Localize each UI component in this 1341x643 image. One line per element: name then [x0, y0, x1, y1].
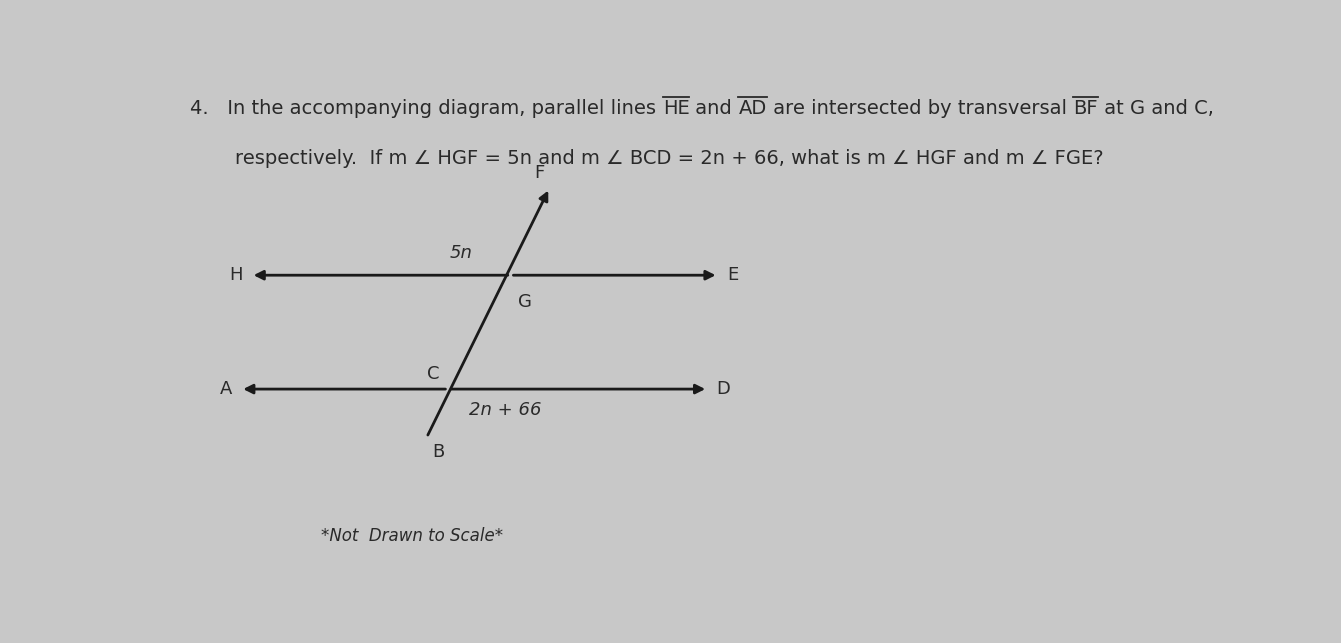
Text: A: A	[220, 380, 232, 398]
Text: B: B	[432, 444, 444, 462]
Text: E: E	[727, 266, 738, 284]
Text: respectively.  If m ∠ HGF = 5n and m ∠ BCD = 2n + 66, what is m ∠ HGF and m ∠ FG: respectively. If m ∠ HGF = 5n and m ∠ BC…	[235, 149, 1104, 168]
Text: 2n + 66: 2n + 66	[469, 401, 542, 419]
Text: F: F	[534, 163, 544, 181]
Text: G: G	[518, 293, 532, 311]
Text: and: and	[689, 100, 739, 118]
Text: at G and C,: at G and C,	[1098, 100, 1214, 118]
Text: D: D	[716, 380, 731, 398]
Text: 4.   In the accompanying diagram, parallel lines: 4. In the accompanying diagram, parallel…	[190, 100, 662, 118]
Text: *Not  Drawn to Scale*: *Not Drawn to Scale*	[320, 527, 503, 545]
Text: AD: AD	[739, 100, 767, 118]
Text: HE: HE	[662, 100, 689, 118]
Text: H: H	[229, 266, 243, 284]
Text: C: C	[428, 365, 440, 383]
Text: 5n: 5n	[449, 244, 472, 262]
Text: are intersected by transversal: are intersected by transversal	[767, 100, 1073, 118]
Text: BF: BF	[1073, 100, 1098, 118]
